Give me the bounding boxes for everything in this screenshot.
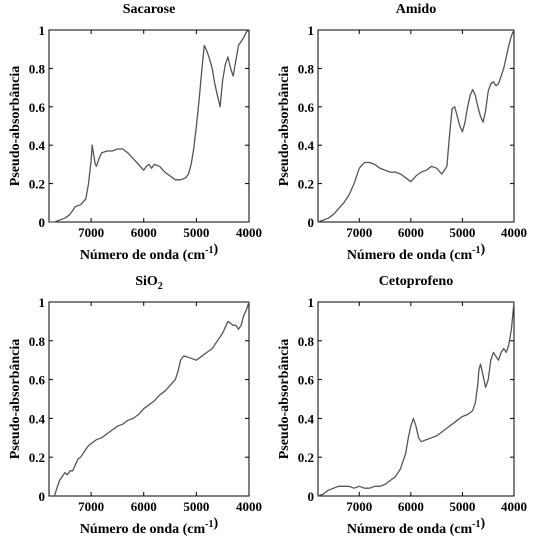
- y-tick-label: 0.8: [29, 61, 46, 76]
- panel-cetoprofeno: 7000 6000 5000 4000 0 0.2 0.4 0.6 0.8 1 Cetoprofen…: [277, 274, 527, 537]
- y-tick-label: 1: [308, 295, 315, 310]
- y-axis-label-cetoprofeno: Pseudo-absorbância: [277, 339, 292, 460]
- plot-frame-sio2: [48, 301, 250, 497]
- spectrum-line-cetoprofeno: [317, 301, 515, 497]
- y-tick-label: 0.4: [298, 138, 315, 153]
- spectrum-line-amido: [317, 29, 515, 223]
- panel-sacarose: 7000 6000 5000 4000 0 0.2 0.4 0.6 0.8 1 Sacarose Nú…: [8, 2, 262, 263]
- plot-frame-sacarose: [48, 29, 250, 223]
- x-tick-label: 6000: [131, 225, 157, 240]
- x-tick-label: 5000: [449, 225, 475, 240]
- x-axis-label-amido: Número de onda (cm-1): [347, 242, 486, 263]
- spectrum-line-sio2: [53, 301, 250, 497]
- x-axis-label-cetoprofeno: Número de onda (cm-1): [347, 516, 486, 537]
- y-axis-label-sio2: Pseudo-absorbância: [8, 339, 23, 460]
- x-tick-label: 4000: [236, 225, 262, 240]
- x-tick-label: 5000: [183, 499, 209, 514]
- x-tick-label: 6000: [398, 499, 424, 514]
- y-tick-label: 0.4: [29, 138, 46, 153]
- y-tick-label: 0.6: [29, 373, 46, 388]
- y-tick-label: 0.2: [29, 177, 45, 192]
- x-tick-label: 5000: [183, 225, 209, 240]
- x-tick-label: 6000: [398, 225, 424, 240]
- x-tick-label: 5000: [449, 499, 475, 514]
- y-axis-label-amido: Pseudo-absorbância: [277, 66, 292, 187]
- y-tick-label: 0: [308, 489, 315, 504]
- y-tick-label: 1: [39, 295, 46, 310]
- panel-title-sio2: SiO2: [135, 274, 163, 292]
- y-tick-label: 0.2: [29, 450, 45, 465]
- x-axis-label-sacarose: Número de onda (cm-1): [80, 242, 219, 263]
- y-tick-label: 1: [39, 23, 46, 38]
- x-tick-label: 4000: [236, 499, 262, 514]
- x-tick-label: 6000: [131, 499, 157, 514]
- y-tick-label: 0.8: [298, 61, 315, 76]
- panel-title-amido: Amido: [396, 2, 436, 17]
- y-tick-label: 0.2: [298, 450, 314, 465]
- y-tick-label: 0.4: [298, 411, 315, 426]
- x-tick-label: 7000: [346, 225, 372, 240]
- x-axis-label-sio2: Número de onda (cm-1): [80, 516, 219, 537]
- x-tick-label: 7000: [346, 499, 372, 514]
- x-tick-label: 4000: [501, 225, 527, 240]
- spectrum-line-sacarose: [49, 29, 250, 223]
- plot-frame-amido: [317, 29, 515, 223]
- y-tick-label: 0.8: [298, 334, 315, 349]
- y-tick-label: 0.2: [298, 177, 314, 192]
- x-tick-label: 7000: [78, 225, 104, 240]
- y-tick-label: 0.6: [29, 100, 46, 115]
- y-tick-label: 0: [308, 215, 315, 230]
- y-tick-label: 0: [39, 489, 46, 504]
- panel-sio2: 7000 6000 5000 4000 0 0.2 0.4 0.6 0.8 1 SiO2 Número…: [8, 274, 262, 537]
- y-tick-label: 0.6: [298, 373, 315, 388]
- panel-title-sacarose: Sacarose: [123, 2, 176, 17]
- y-tick-label: 0.8: [29, 334, 46, 349]
- panel-amido: 7000 6000 5000 4000 0 0.2 0.4 0.6 0.8 1 Amido Númer…: [277, 2, 527, 263]
- x-tick-label: 7000: [78, 499, 104, 514]
- y-tick-label: 0.6: [298, 100, 315, 115]
- plot-frame-cetoprofeno: [317, 301, 515, 497]
- y-tick-label: 0.4: [29, 411, 46, 426]
- y-tick-label: 1: [308, 23, 315, 38]
- y-tick-label: 0: [39, 215, 46, 230]
- panel-title-cetoprofeno: Cetoprofeno: [379, 274, 453, 289]
- y-axis-label-sacarose: Pseudo-absorbância: [8, 66, 23, 187]
- x-tick-label: 4000: [501, 499, 527, 514]
